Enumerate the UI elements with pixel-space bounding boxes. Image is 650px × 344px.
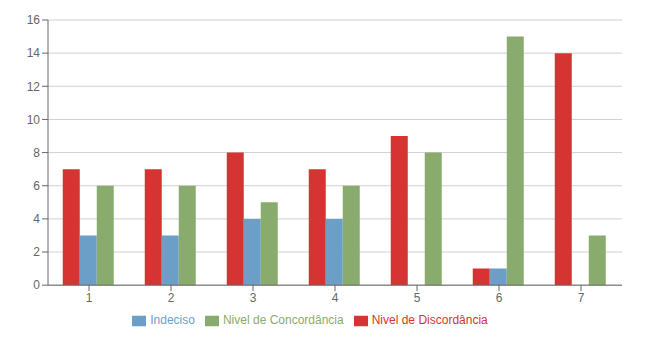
svg-text:4: 4 [332,291,339,305]
svg-text:16: 16 [27,13,41,27]
svg-text:0: 0 [33,278,40,292]
svg-text:2: 2 [33,245,40,259]
svg-text:8: 8 [33,146,40,160]
html-text:Indeciso: Indeciso [150,313,195,328]
svg-text:6: 6 [496,291,503,305]
svg-text:2: 2 [168,291,175,305]
svg-text:7: 7 [578,291,585,305]
html-text:Nivel de Discordância: Nivel de Discordância [371,313,488,328]
svg-text:5: 5 [414,291,421,305]
svg-text:14: 14 [27,46,41,60]
svg-text:3: 3 [250,291,257,305]
svg-text:1: 1 [86,291,93,305]
svg-text:4: 4 [33,212,40,226]
svg-text:12: 12 [27,80,41,94]
html-text:Nivel de Concordância: Nivel de Concordância [223,313,344,328]
svg-text:6: 6 [33,179,40,193]
svg-text:10: 10 [27,113,41,127]
